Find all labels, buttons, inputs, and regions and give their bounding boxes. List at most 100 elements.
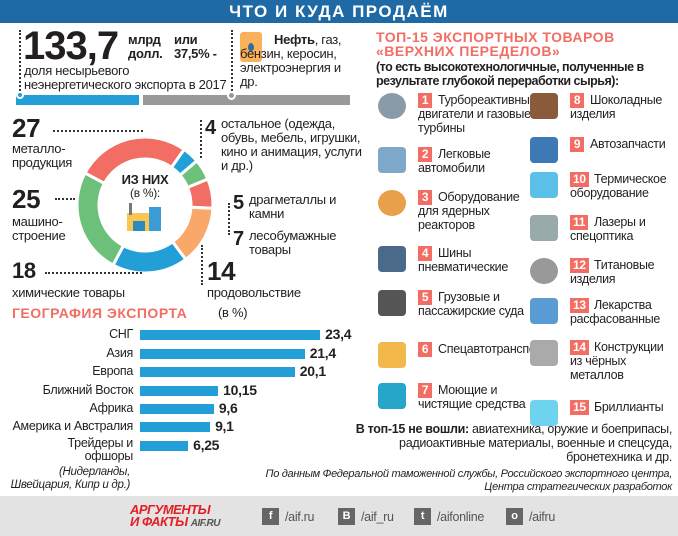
item-label: Титановые изделия: [570, 258, 655, 286]
geo-value-label: 6,25: [193, 437, 220, 453]
label-value-timber: 7: [233, 228, 244, 250]
top15-title: ТОП-15 ЭКСПОРТНЫХ ТОВАРОВ «ВЕРХНИХ ПЕРЕДЕ…: [376, 29, 615, 59]
vk-link[interactable]: B/aif_ru: [338, 508, 394, 525]
label-value-machinery: 25: [12, 184, 41, 214]
top15-item: 11 Лазеры и спецоптика: [530, 215, 670, 243]
rank-badge: 9: [570, 137, 584, 152]
label-food: продовольствие: [207, 285, 301, 300]
leader-line: [228, 203, 230, 235]
item-label: Автозапчасти: [590, 137, 666, 151]
geo-value-label: 21,4: [309, 345, 336, 361]
chocolate-icon: [530, 93, 558, 119]
label-value-food: 14: [207, 256, 236, 286]
leader-line: [200, 120, 202, 158]
divider: [19, 30, 21, 95]
odnoklassniki-link[interactable]: o/aifru: [506, 508, 555, 525]
geo-value-label: 20,1: [299, 363, 326, 379]
geo-category-label: Европа: [92, 364, 133, 378]
laser-icon: [530, 215, 558, 241]
oil-barrel-icon: [240, 32, 262, 62]
geo-bar: [140, 422, 211, 432]
bearing-icon: [530, 258, 558, 284]
item-label: Термическое оборудование: [570, 172, 667, 200]
label-timber: лесобумажные товары: [249, 228, 337, 257]
geo-bar: [140, 349, 305, 359]
geo-category-label: Америка и Австралия: [12, 419, 133, 433]
label-value-metal: 27: [12, 113, 41, 143]
item-label: Шины пневматические: [418, 246, 509, 274]
label-value-chemicals: 18: [12, 258, 36, 283]
steel-beam-icon: [530, 340, 558, 366]
geo-title: ГЕОГРАФИЯ ЭКСПОРТА: [12, 305, 188, 321]
odnoklassniki-icon: o: [506, 508, 523, 525]
item-label: Грузовые и пассажирские суда: [418, 290, 524, 318]
bulldozer-icon: [378, 342, 406, 368]
geo-category-label: Африка: [89, 401, 133, 415]
car-icon: [378, 147, 406, 173]
geo-bar: [140, 386, 219, 396]
label-value-other: 4: [205, 117, 216, 139]
item-label: Турбореактивные двигатели и газовые турб…: [418, 93, 537, 135]
twitter-link[interactable]: t/aifonline: [414, 508, 484, 525]
share-description: доля несырьевого неэнергетического экспо…: [24, 63, 227, 106]
geo-bar: [140, 441, 189, 451]
rank-badge: 14: [570, 340, 589, 355]
oil-text: Нефть, газ, бензин, керосин, электроэнер…: [240, 32, 342, 89]
item-label: Шоколадные изделия: [570, 93, 663, 121]
rank-badge: 10: [570, 172, 589, 187]
divider: [231, 30, 233, 95]
vk-icon: B: [338, 508, 355, 525]
thermometer-snowflake-icon: [530, 172, 558, 198]
rank-badge: 6: [418, 342, 432, 357]
label-chemicals: химические товары: [12, 285, 125, 300]
geo-category-label: Ближний Восток: [42, 383, 134, 397]
geo-value-label: 9,6: [218, 400, 238, 416]
marker-dot: [227, 91, 236, 100]
geo-bar: [140, 367, 295, 377]
item-label: Бриллианты: [594, 400, 664, 414]
source-note: По данным Федеральной таможенной службы,…: [265, 468, 673, 493]
gears-icon: [378, 93, 406, 119]
donut-center-title: ИЗ НИХ: [121, 172, 169, 187]
rank-badge: 5: [418, 290, 432, 305]
rank-badge: 7: [418, 383, 432, 398]
geo-bar: [140, 404, 214, 414]
top15-item: 10 Термическое оборудование: [530, 172, 670, 200]
tires-icon: [378, 246, 406, 272]
top15-item: 9 Автозапчасти: [530, 137, 670, 163]
geo-category-label: Трейдеры и офшоры: [67, 436, 134, 463]
excluded-note: В топ-15 не вошли: авиатехника, оружие и…: [355, 422, 673, 464]
share-bar-raw: [143, 95, 350, 105]
item-label: Спецавтотранспорт: [438, 342, 548, 356]
footer: АРГУМЕНТЫ И ФАКТЫ AIF.RU f/aif.ru B/aif_r…: [0, 496, 678, 536]
top15-item: 6 Спецавтотранспорт: [378, 342, 548, 368]
geo-category-label: СНГ: [109, 327, 133, 341]
donut-chart: [75, 135, 215, 275]
label-machinery: машино-строение: [12, 214, 66, 243]
ship-icon: [378, 290, 406, 316]
rank-badge: 12: [570, 258, 589, 273]
rank-badge: 13: [570, 298, 589, 313]
geo-value-label: 10,15: [223, 382, 257, 398]
soap-bottle-icon: [378, 383, 406, 409]
leader-line: [53, 130, 143, 132]
diamond-icon: [530, 400, 558, 426]
label-other: остальное (одежда, обувь, мебель, игрушк…: [221, 116, 362, 173]
item-label: Конструкции из чёрных металлов: [570, 340, 664, 382]
item-label: Лекарства расфасованные: [570, 298, 661, 326]
twitter-icon: t: [414, 508, 431, 525]
facebook-icon: f: [262, 508, 279, 525]
geo-category-label: Азия: [106, 346, 133, 360]
aif-logo[interactable]: АРГУМЕНТЫ И ФАКТЫ AIF.RU: [130, 502, 220, 529]
top15-item: 14 Конструкции из чёрных металлов: [530, 340, 678, 382]
geo-note: (Нидерланды, Швейцария, Кипр и др.): [10, 466, 131, 491]
marker-dot: [16, 91, 24, 99]
unit-label: млрд долл.: [128, 32, 163, 61]
rank-badge: 15: [570, 400, 589, 415]
geo-unit: (в %): [218, 305, 248, 320]
top15-item: 5 Грузовые и пассажирские суда: [378, 290, 528, 318]
facebook-link[interactable]: f/aif.ru: [262, 508, 314, 525]
share-bar-nonraw: [16, 95, 139, 105]
factory-icon: [127, 203, 163, 231]
donut-center-subtitle: (в %):: [130, 186, 160, 200]
